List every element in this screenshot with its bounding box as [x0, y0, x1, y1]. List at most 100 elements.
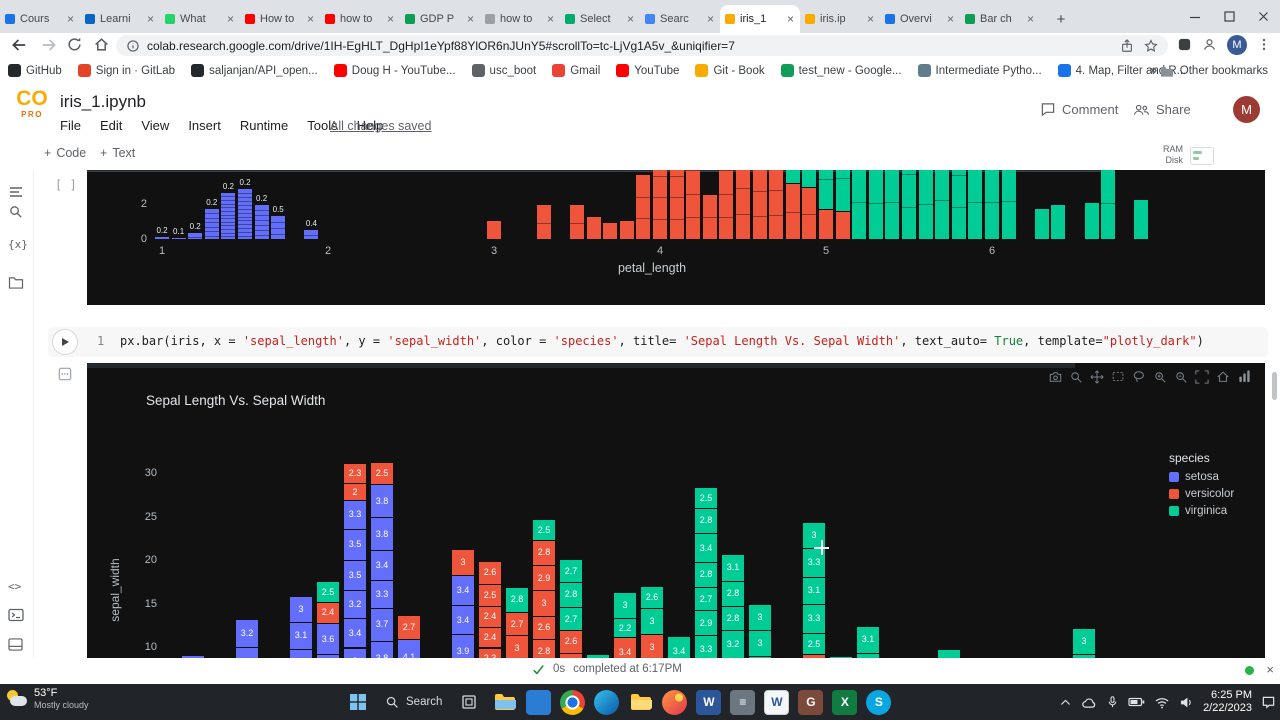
browser-tab-8-searc[interactable]: Searc × — [640, 5, 720, 33]
bookmark-sign-in-gitlab[interactable]: Sign in · GitLab — [77, 64, 175, 77]
output-options-icon[interactable] — [58, 367, 72, 381]
taskbar-clock[interactable]: 6:25 PM 2/22/2023 — [1203, 689, 1252, 715]
bookmark-saljanjan-api-open[interactable]: saljanjan/API_open... — [191, 64, 318, 77]
bookmark-git-book[interactable]: Git - Book — [695, 64, 765, 77]
site-info-icon[interactable] — [126, 39, 140, 53]
legend-item-virginica[interactable]: virginica — [1169, 505, 1234, 517]
tab-close-icon[interactable]: × — [226, 12, 234, 26]
autoscale-icon[interactable] — [1193, 369, 1211, 384]
account-avatar[interactable]: M — [1233, 96, 1260, 123]
browser-tab-0-cours[interactable]: Cours × — [0, 5, 80, 33]
folder-icon[interactable] — [628, 690, 653, 715]
address-bar[interactable]: colab.research.google.com/drive/1IH-EgHL… — [116, 35, 1168, 56]
resource-meter[interactable] — [1190, 147, 1214, 165]
browser-tab-5-gdp-p[interactable]: GDP P × — [400, 5, 480, 33]
tab-close-icon[interactable]: × — [546, 12, 554, 26]
share-button[interactable]: Share — [1133, 102, 1191, 117]
menu-file[interactable]: File — [60, 118, 81, 133]
word-icon[interactable]: W — [696, 689, 722, 715]
code-cell[interactable] — [48, 327, 1268, 357]
bookmark-doug-h-youtube[interactable]: Doug H - YouTube... — [333, 64, 456, 77]
tab-close-icon[interactable]: × — [706, 12, 714, 26]
tab-close-icon[interactable]: × — [66, 12, 74, 26]
menu-insert[interactable]: Insert — [188, 118, 221, 133]
url-text[interactable]: colab.research.google.com/drive/1IH-EgHL… — [147, 38, 735, 53]
menu-runtime[interactable]: Runtime — [239, 118, 289, 133]
new-tab-button[interactable]: + — [1056, 10, 1066, 28]
writer-icon[interactable]: W — [764, 689, 790, 715]
colab-logo[interactable]: CO PRO — [12, 88, 52, 120]
extensions-icon[interactable] — [1177, 37, 1192, 52]
notepad-icon[interactable]: ≡ — [730, 689, 756, 715]
bookmark-test-new-google[interactable]: test_new - Google... — [780, 64, 902, 77]
bookmark-4-map-filter-and-r[interactable]: 4. Map, Filter and R... — [1057, 64, 1186, 77]
taskbar-search[interactable]: Search — [381, 695, 446, 709]
home-icon[interactable] — [93, 36, 110, 53]
zoom-in-icon[interactable] — [1151, 369, 1169, 384]
variables-icon[interactable]: {x} — [8, 238, 28, 251]
terminal-icon[interactable] — [8, 608, 24, 622]
tab-close-icon[interactable]: × — [626, 12, 634, 26]
close-window-button[interactable] — [1246, 0, 1280, 33]
minimize-button[interactable] — [1178, 0, 1212, 33]
browser-tab-10-iris-ip[interactable]: iris.ip × — [800, 5, 880, 33]
tab-close-icon[interactable]: × — [786, 12, 794, 26]
camera-icon[interactable] — [1046, 369, 1064, 384]
start-button[interactable] — [344, 688, 372, 716]
photos-icon[interactable] — [526, 689, 552, 715]
plot-area[interactable]: 10 15 20 25 30 3.2 3.6 3.2 3.4 3.1 3 3.1 3.6 2.4 2.5 3 3… — [87, 363, 1265, 658]
tray-chevron-up-icon[interactable] — [1059, 697, 1072, 707]
bookmark-intermediate-pytho[interactable]: Intermediate Pytho... — [917, 64, 1042, 77]
browser-tab-7-select[interactable]: Select × — [560, 5, 640, 33]
tab-close-icon[interactable]: × — [306, 12, 314, 26]
close-output-icon[interactable]: × — [1266, 662, 1274, 677]
forward-icon[interactable] — [40, 36, 58, 54]
browser-menu-icon[interactable] — [1257, 37, 1271, 52]
files-icon[interactable] — [8, 276, 24, 289]
add-code-button[interactable]: + Code — [44, 146, 86, 160]
lasso-icon[interactable] — [1130, 369, 1148, 384]
notebook-filename[interactable]: iris_1.ipynb — [60, 92, 146, 111]
sepal-chart-output[interactable]: Sepal Length Vs. Sepal Width sepal_width… — [87, 363, 1265, 658]
excel-icon[interactable]: X — [832, 689, 858, 715]
petal-length-chart-output[interactable]: petal_length 0 2 1 2 3 4 5 6 0.2 0.1 0.2 0.2 0.2 0.2 0… — [87, 170, 1265, 305]
browser-avatar[interactable]: M — [1227, 35, 1247, 55]
chrome-icon[interactable] — [560, 689, 586, 715]
task-view-icon[interactable] — [455, 688, 483, 716]
tab-close-icon[interactable]: × — [866, 12, 874, 26]
battery-icon[interactable] — [1128, 696, 1145, 708]
table-of-contents-icon[interactable] — [8, 186, 24, 200]
menu-tools[interactable]: Tools — [307, 118, 338, 133]
tab-close-icon[interactable]: × — [946, 12, 954, 26]
gimp-icon[interactable]: G — [798, 689, 824, 715]
legend-item-setosa[interactable]: setosa — [1169, 471, 1234, 483]
file-explorer-icon[interactable] — [492, 690, 517, 715]
bookmark-star-icon[interactable] — [1144, 38, 1158, 53]
edge-icon[interactable] — [594, 689, 620, 715]
comment-button[interactable]: Comment — [1040, 102, 1118, 117]
weather-widget[interactable]: 53°F Mostly cloudy — [6, 687, 89, 711]
bottom-panel-icon[interactable] — [8, 638, 23, 651]
browser-tab-2-what[interactable]: What × — [160, 5, 240, 33]
volume-icon[interactable] — [1179, 696, 1194, 709]
browser-tab-6-how-to[interactable]: how to × — [480, 5, 560, 33]
run-cell-button[interactable] — [52, 329, 78, 355]
search-icon[interactable] — [8, 204, 23, 219]
tab-close-icon[interactable]: × — [466, 12, 474, 26]
bookmark-usc-boot[interactable]: usc_boot — [471, 64, 536, 77]
zoom-icon[interactable] — [1067, 369, 1085, 384]
notification-center-icon[interactable] — [1261, 695, 1276, 709]
browser-tab-4-how-to[interactable]: how to × — [320, 5, 400, 33]
resource-monitor[interactable]: RAM Disk — [1163, 144, 1183, 166]
bookmark-gmail[interactable]: Gmail — [552, 64, 600, 77]
bookmarks-overflow-icon[interactable]: » — [1150, 62, 1158, 77]
browser-tab-11-overvi[interactable]: Overvi × — [880, 5, 960, 33]
onedrive-cloud-icon[interactable] — [1081, 696, 1097, 709]
menu-edit[interactable]: Edit — [99, 118, 123, 133]
box-select-icon[interactable] — [1109, 369, 1127, 384]
other-bookmarks-button[interactable]: Other bookmarks — [1160, 58, 1268, 83]
browser-tab-1-learni[interactable]: Learni × — [80, 5, 160, 33]
browser-tab-9-iris-1[interactable]: iris_1 × — [720, 5, 800, 33]
menu-help[interactable]: Help — [356, 118, 384, 133]
back-icon[interactable] — [10, 36, 28, 54]
